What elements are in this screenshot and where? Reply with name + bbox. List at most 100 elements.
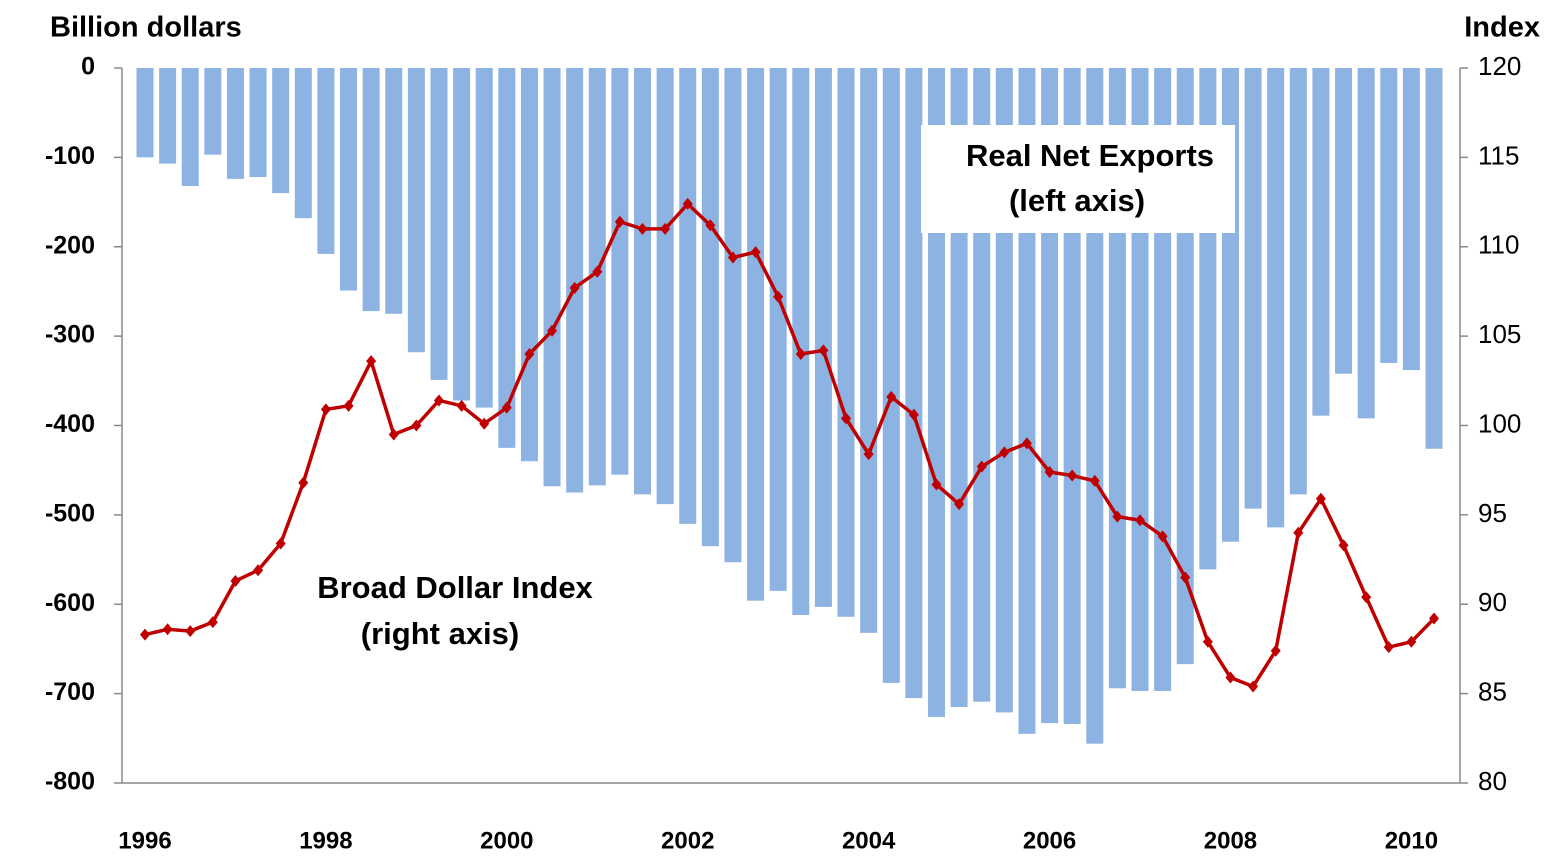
marker (366, 355, 377, 368)
annotation: (left axis) (1009, 183, 1145, 218)
bar (362, 68, 380, 312)
x-tick-label: 2002 (661, 827, 714, 854)
marker (976, 460, 987, 473)
marker (863, 448, 874, 461)
bar (656, 68, 674, 505)
x-tick-label: 2000 (480, 827, 533, 854)
marker (140, 628, 150, 641)
marker (569, 281, 580, 294)
bar (1335, 68, 1353, 374)
bar (430, 68, 448, 380)
x-tick-label: 2006 (1023, 827, 1076, 854)
marker (1202, 635, 1213, 648)
bar (317, 68, 335, 254)
y-tick-label: 0 (81, 53, 95, 81)
marker (1157, 530, 1168, 543)
bar (701, 68, 719, 547)
x-tick-label: 2004 (842, 827, 896, 854)
marker (547, 324, 558, 337)
marker (614, 215, 625, 228)
marker (1112, 510, 1123, 523)
bar (679, 68, 697, 524)
marker (298, 476, 309, 489)
marker (1361, 591, 1372, 604)
bar (1086, 68, 1104, 744)
marker (230, 575, 241, 588)
marker (1225, 671, 1236, 684)
marker (1406, 635, 1417, 648)
marker (343, 399, 354, 412)
annotation: Broad Dollar Index (317, 570, 593, 605)
marker (185, 625, 196, 638)
marker (660, 222, 671, 235)
marker (1180, 571, 1191, 584)
x-tick-label: 2010 (1385, 827, 1438, 854)
marker (637, 222, 648, 235)
y-tick-label: -700 (45, 678, 95, 706)
marker (841, 412, 852, 425)
bar (249, 68, 267, 178)
marker (954, 498, 965, 511)
bar (1267, 68, 1285, 528)
marker (682, 197, 693, 210)
y2-tick-label: 80 (1478, 766, 1507, 796)
marker (411, 419, 422, 432)
annotation: (right axis) (361, 616, 519, 651)
bar (747, 68, 765, 601)
marker (727, 251, 738, 264)
bar (1402, 68, 1420, 371)
marker (1021, 437, 1032, 450)
y2-tick-label: 95 (1478, 498, 1507, 528)
annotation-box (921, 125, 1235, 233)
marker (162, 623, 173, 636)
annotation: Real Net Exports (966, 138, 1214, 173)
marker (501, 401, 512, 414)
marker (524, 348, 535, 360)
y2-tick-label: 120 (1478, 51, 1521, 81)
marker (253, 564, 264, 577)
marker (388, 428, 399, 441)
y2-tick-label: 85 (1478, 677, 1507, 707)
bar (566, 68, 584, 493)
x-tick-label: 1996 (118, 827, 171, 854)
marker (773, 290, 784, 303)
bar (204, 68, 222, 155)
bar (769, 68, 787, 591)
y-tick-label: -400 (45, 410, 95, 438)
marker (931, 478, 942, 491)
y2-tick-label: 115 (1478, 140, 1519, 170)
marker (479, 417, 490, 430)
bar (1380, 68, 1398, 363)
bar (1357, 68, 1375, 419)
bar (860, 68, 878, 633)
bar (724, 68, 742, 563)
bar (905, 68, 923, 699)
marker (886, 390, 897, 403)
marker (1383, 641, 1394, 654)
bar (1425, 68, 1443, 449)
marker (999, 446, 1010, 459)
marker (456, 399, 467, 412)
marker (1044, 465, 1055, 478)
bar (634, 68, 652, 495)
bar (814, 68, 832, 607)
bar (340, 68, 358, 291)
bar (520, 68, 538, 462)
x-tick-label: 2008 (1204, 827, 1257, 854)
marker (818, 344, 829, 357)
marker (1089, 474, 1100, 487)
bar (1289, 68, 1307, 495)
bar (837, 68, 855, 617)
bar (792, 68, 810, 615)
x-tick-label: 1998 (299, 827, 352, 854)
y2-tick-label: 100 (1478, 408, 1521, 438)
bar (1244, 68, 1262, 509)
bar (294, 68, 312, 219)
bar (1312, 68, 1330, 416)
marker (275, 537, 286, 550)
y-tick-label: -200 (45, 231, 95, 259)
bar (475, 68, 493, 408)
y-tick-label: -100 (45, 142, 95, 170)
marker (592, 265, 603, 278)
